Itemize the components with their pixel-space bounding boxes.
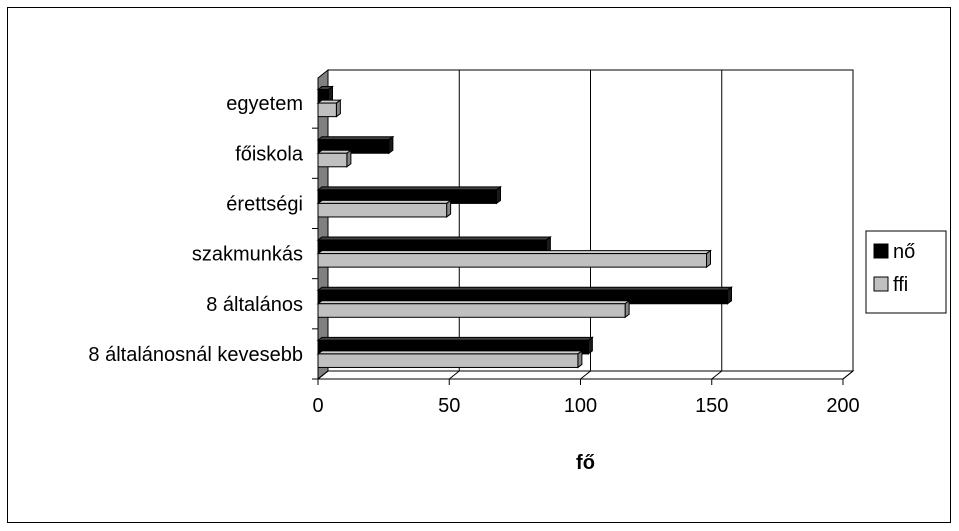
bar-ffi — [316, 99, 342, 118]
grid-lines — [317, 70, 854, 380]
x-tick-labels: 0 50 100 150 200 — [312, 395, 859, 417]
floor-line — [842, 370, 854, 380]
category-label: érettségi — [226, 193, 303, 215]
x-tick-label: 0 — [312, 395, 323, 417]
category-label: szakmunkás — [192, 244, 303, 266]
legend-label: ffi — [893, 274, 908, 296]
bars — [316, 85, 733, 369]
bar-ffi — [316, 149, 353, 168]
legend-swatch — [873, 276, 889, 292]
x-tick-label: 100 — [564, 395, 597, 417]
bar-ffi — [316, 299, 631, 319]
floor-line — [580, 370, 591, 380]
bar-ffi — [316, 349, 584, 369]
category-label: 8 általános — [206, 294, 303, 316]
legend-swatch — [873, 243, 889, 259]
x-tick-label: 50 — [438, 395, 460, 417]
x-tick-label: 200 — [826, 395, 859, 417]
floor-line — [317, 370, 329, 380]
x-tick-label: 150 — [695, 395, 728, 417]
bar-ffi — [316, 249, 712, 269]
category-label: egyetem — [226, 93, 303, 115]
legend-label: nő — [893, 241, 915, 263]
plot-walls — [316, 68, 855, 381]
category-labels: 8 általánosnál kevesebb 8 általános szakmu… — [88, 93, 303, 366]
bar-ffi — [316, 199, 453, 218]
category-label: 8 általánosnál kevesebb — [88, 344, 303, 366]
legend: nő ffi — [865, 230, 947, 314]
floor-line — [448, 370, 460, 380]
category-label: főiskola — [235, 143, 304, 165]
axes — [312, 78, 844, 385]
x-axis-title: fő — [576, 452, 595, 474]
floor-line — [711, 370, 723, 380]
